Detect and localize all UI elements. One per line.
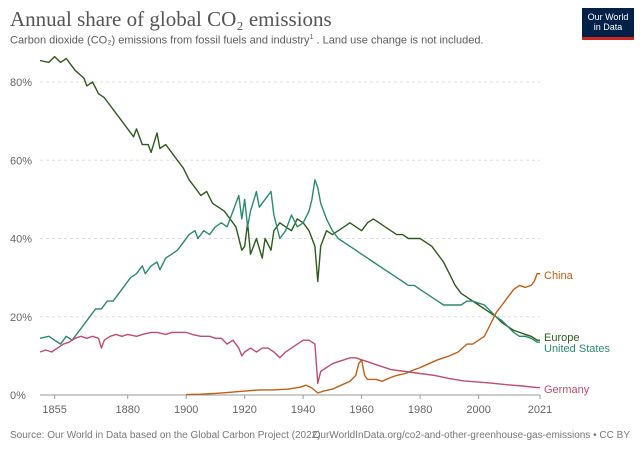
germany-series-line [39,331,540,389]
united-states-series-line [39,179,540,345]
source-note: Source: Our World in Data based on the G… [10,430,321,441]
x-tick-label: 1940 [291,404,315,416]
subtitle-rest: . Land use change is not included. [316,34,484,47]
subtitle-footnote-marker[interactable]: 1 [309,34,314,41]
europe-series-line [39,55,540,341]
chart-title: Annual share of global CO₂ emissions [10,7,332,31]
x-tick-label: 1855 [42,404,66,416]
x-tick-label: 2000 [466,404,490,416]
china-series-label: China [544,270,574,282]
y-tick-label: 60% [10,155,32,167]
y-tick-label: 40% [10,234,32,246]
logo-line-1: Our World [587,12,629,22]
x-tick-label: 1960 [349,404,373,416]
logo-line-2: in Data [593,22,623,32]
x-tick-label: 2021 [528,404,552,416]
china-series-line [186,273,540,396]
y-tick-label: 20% [10,312,32,324]
united-states-series-label: United States [544,343,611,355]
y-tick-label: 0% [10,390,26,402]
subtitle-text: Carbon dioxide (CO₂) emissions from foss… [10,34,310,47]
europe-series-label: Europe [544,332,579,344]
source-url[interactable]: OurWorldInData.org/co2-and-other-greenho… [312,430,630,441]
chart-subtitle: Carbon dioxide (CO₂) emissions from foss… [10,34,484,47]
x-tick-label: 1900 [174,404,198,416]
x-tick-label: 1880 [115,404,139,416]
germany-series-label: Germany [544,384,590,396]
x-tick-label: 1920 [232,404,256,416]
y-tick-label: 80% [10,77,32,89]
owid-logo[interactable]: Our World in Data [582,8,634,40]
logo-red-bar [582,37,634,40]
x-tick-label: 1980 [408,404,432,416]
